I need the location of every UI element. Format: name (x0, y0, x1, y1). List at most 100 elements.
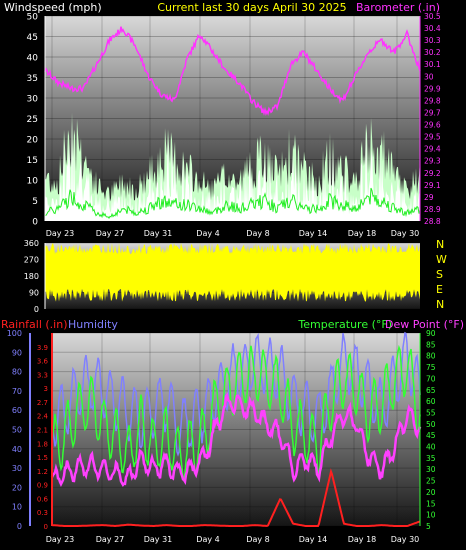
barometer-tick-label: 29.1 (424, 181, 441, 190)
x-tick-label: Day 31 (144, 535, 173, 544)
temperature-tick-label: 25 (426, 477, 436, 486)
windspeed-tick-label: 15 (27, 156, 38, 166)
humidity-tick-label: 60 (12, 406, 22, 415)
barometer-tick-label: 30.4 (424, 24, 441, 33)
windspeed-tick-label: 0 (32, 218, 38, 228)
compass-label: N (436, 298, 444, 311)
x-tick-label: Day 27 (96, 229, 125, 238)
x-tick-label: Day 30 (391, 535, 420, 544)
barometer-tick-label: 29.9 (424, 84, 441, 93)
dewpoint-line (50, 392, 422, 488)
barometer-tick-label: 29 (424, 193, 434, 202)
rainfall-tick-label: 1.5 (37, 454, 48, 462)
x-tick-label: Day 23 (46, 229, 75, 238)
x-tick-label: Day 14 (299, 535, 328, 544)
direction-tick-label: 180 (24, 272, 39, 281)
humidity-tick-label: 90 (12, 348, 22, 357)
humidity-line (51, 331, 421, 457)
humidity-tick-label: 100 (7, 329, 22, 338)
humidity-tick-label: 50 (12, 426, 22, 435)
temperature-ticks: 5 10 15 20 25 30 35 40 45 50 55 60 65 70 75 80 85 90 (426, 329, 436, 531)
humidity-tick-label: 20 (12, 483, 22, 492)
windspeed-tick-label: 30 (27, 95, 39, 105)
humidity-tick-label: 40 (12, 445, 22, 454)
temperature-tick-label: 40 (426, 443, 436, 452)
humidity-tick-label: 30 (12, 464, 22, 473)
barometer-tick-label: 29.2 (424, 169, 441, 178)
rainfall-tick-label: 0.6 (37, 495, 49, 503)
humidity-tick-label: 70 (12, 387, 22, 396)
temperature-tick-label: 65 (426, 386, 436, 395)
temperature-line (51, 344, 421, 481)
x-tick-label: Day 4 (196, 535, 219, 544)
temperature-tick-label: 70 (426, 374, 436, 383)
windspeed-tick-label: 45 (27, 33, 38, 43)
barometer-tick-label: 30.2 (424, 48, 441, 57)
rainfall-tick-label: 0.3 (37, 509, 48, 517)
barometer-tick-label: 29.4 (424, 145, 441, 154)
rainfall-ticks: 0 0.3 0.6 0.9 1.2 1.5 1.8 2.1 2.4 2.7 3 3.3 3.6 3.9 (37, 344, 49, 531)
barometer-tick-label: 30 (424, 72, 434, 81)
barometer-tick-label: 28.9 (424, 205, 441, 214)
dewpoint-legend: Dew Point (°F) (385, 318, 464, 331)
rainfall-line (51, 468, 421, 528)
rainfall-tick-label: 3.9 (37, 344, 48, 352)
x-tick-label: Day 30 (391, 229, 420, 238)
rainfall-tick-label: 2.7 (37, 399, 48, 407)
humidity-tick-label: 0 (17, 522, 22, 531)
windspeed-tick-label: 5 (32, 197, 38, 207)
direction-degree-ticks: 0 90 180 270 360 (24, 239, 39, 314)
rainfall-tick-label: 3.6 (37, 358, 49, 366)
windspeed-tick-label: 25 (27, 115, 38, 125)
temperature-tick-label: 10 (426, 511, 436, 520)
windspeed-tick-label: 20 (27, 136, 39, 146)
x-tick-label: Day 23 (46, 535, 75, 544)
rainfall-tick-label: 1.8 (37, 440, 48, 448)
temperature-panel: 0 10 20 30 40 50 60 70 80 90 100 0 0.3 0.6 0.9 1.2 1.5 1… (7, 329, 436, 544)
temperature-tick-label: 15 (426, 499, 436, 508)
direction-tick-label: 90 (29, 289, 39, 298)
barometer-tick-label: 29.5 (424, 133, 441, 142)
x-tick-label: Day 27 (96, 535, 125, 544)
compass-label: N (436, 238, 444, 251)
direction-tick-label: 270 (24, 256, 39, 265)
temperature-tick-label: 35 (426, 454, 436, 463)
rainfall-tick-label: 3.3 (37, 371, 48, 379)
temperature-tick-label: 5 (426, 522, 431, 531)
temperature-tick-label: 85 (426, 340, 436, 349)
temperature-tick-label: 50 (426, 420, 436, 429)
barometer-tick-label: 29.6 (424, 121, 441, 130)
x-tick-label: Day 18 (348, 229, 377, 238)
compass-label: E (436, 283, 443, 296)
humidity-tick-label: 10 (12, 503, 22, 512)
humidity-legend: Humidity (68, 318, 118, 331)
windspeed-ticks: 0 5 10 15 20 25 30 35 40 45 50 (27, 13, 39, 228)
barometer-title: Barometer (.in) (356, 1, 440, 14)
rainfall-tick-label: 0.9 (37, 482, 48, 490)
barometer-tick-label: 29.7 (424, 108, 441, 117)
barometer-tick-label: 29.3 (424, 157, 441, 166)
barometer-ticks: 28.8 28.9 29 29.1 29.2 29.3 29.4 29.5 29.6 29.7 29… (424, 12, 441, 226)
x-tick-label: Day 14 (299, 229, 328, 238)
barometer-tick-label: 30.1 (424, 60, 441, 69)
temperature-tick-label: 45 (426, 431, 436, 440)
rainfall-tick-label: 2.1 (37, 427, 48, 435)
rainfall-tick-label: 2.4 (37, 413, 49, 421)
temperature-x-ticks: Day 23 Day 27 Day 31 Day 4 Day 8 Day 14 Day 18… (46, 535, 420, 544)
barometer-tick-label: 30.5 (424, 12, 441, 21)
windspeed-area (45, 121, 420, 221)
temperature-tick-label: 30 (426, 465, 436, 474)
x-tick-label: Day 18 (348, 535, 377, 544)
windspeed-tick-label: 50 (27, 13, 39, 23)
x-tick-label: Day 4 (196, 229, 219, 238)
barometer-tick-label: 28.8 (424, 217, 441, 226)
barometer-line (44, 26, 421, 116)
temperature-legend: Temperature (°F) (297, 318, 392, 331)
temperature-tick-label: 75 (426, 363, 436, 372)
wind-x-ticks: Day 23 Day 27 Day 31 Day 4 Day 8 Day 14 Day 18… (46, 229, 420, 238)
wind-average-line (44, 187, 421, 219)
humidity-ticks: 0 10 20 30 40 50 60 70 80 90 100 (7, 329, 22, 531)
